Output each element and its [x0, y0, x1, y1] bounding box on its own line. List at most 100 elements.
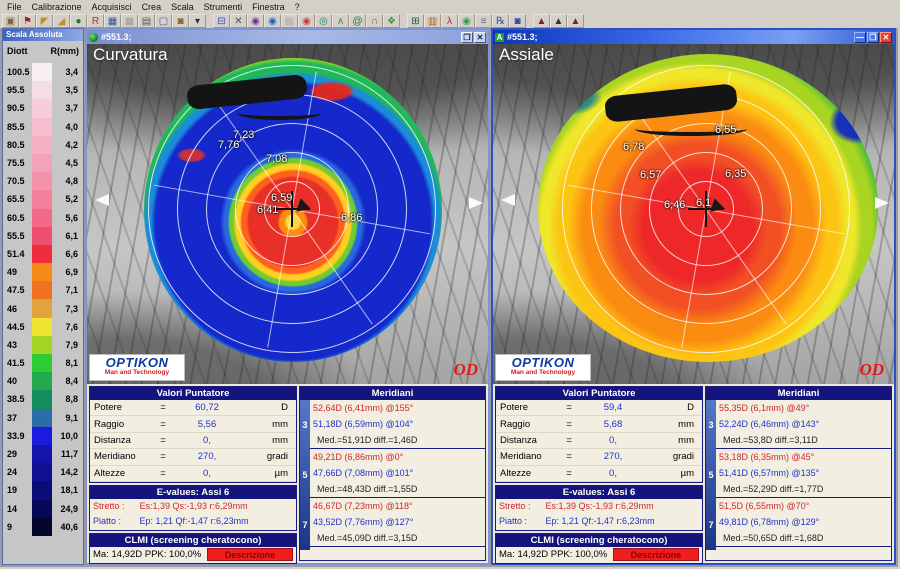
radius-annotation: 6,86: [341, 212, 363, 224]
scala-title-bar[interactable]: Scala Assoluta: [3, 29, 83, 41]
radius-column-header: R(mm): [50, 46, 80, 56]
close-map-icon[interactable]: ✕: [230, 13, 247, 28]
scale-row: 37 9,1: [5, 408, 81, 427]
scale-row: 90.5 3,7: [5, 99, 81, 118]
scale-diopter-value: 65.5: [7, 194, 25, 205]
panel-title: CLMI (screening cheratocono): [90, 533, 296, 547]
scale-diopter-value: 38.5: [7, 394, 25, 405]
menu-item[interactable]: ?: [294, 2, 300, 12]
scale-radius-value: 8,4: [65, 376, 78, 387]
scale-diopter-value: 51.4: [7, 248, 25, 259]
camera-icon[interactable]: ◙: [172, 13, 189, 28]
menu-item[interactable]: File: [7, 2, 22, 12]
tile-windows-icon[interactable]: ⊟: [213, 13, 230, 28]
menu-item[interactable]: Acquisisci: [91, 2, 132, 12]
mires-icon-1[interactable]: ▲: [533, 13, 550, 28]
checker-disabled-icon[interactable]: ▩: [281, 13, 298, 28]
scale-diopter-value: 33.9: [7, 430, 25, 441]
radius-annotation: 7,23: [233, 129, 255, 141]
menu-item[interactable]: Strumenti: [203, 2, 243, 12]
pointer-cross: [291, 191, 293, 227]
panel-title: Meridiani: [300, 387, 485, 400]
table-icon[interactable]: ⊞: [407, 13, 424, 28]
close-button[interactable]: ✕: [880, 31, 892, 43]
scale-radius-value: 24,9: [60, 503, 78, 514]
calibration-tool2-icon[interactable]: ◢: [53, 13, 70, 28]
minimize-button[interactable]: —: [854, 31, 866, 43]
mires-icon-2[interactable]: ▲: [550, 13, 567, 28]
pointer-value-row: Meridiano = 270, gradi: [496, 449, 702, 466]
zone-diameter-label: 3: [708, 420, 714, 430]
scale-diopter-value: 49: [7, 267, 18, 278]
scale-diopter-value: 40: [7, 376, 18, 387]
histogram-icon[interactable]: ▥: [424, 13, 441, 28]
curvatura-window: #551.3; ❒ ✕ Curvatura: [85, 28, 490, 565]
ring-acquire-icon[interactable]: R: [87, 13, 104, 28]
acquire-image-icon[interactable]: ▣: [2, 13, 19, 28]
rx-icon[interactable]: ℞: [492, 13, 509, 28]
red-sphere-icon[interactable]: ◉: [298, 13, 315, 28]
restore-button[interactable]: ❒: [867, 31, 879, 43]
descrizione-button[interactable]: Descrizione: [613, 548, 699, 562]
flat-meridian: 43,52D (7,76mm) @127°: [313, 517, 414, 527]
purple-map-icon[interactable]: ◉: [247, 13, 264, 28]
cluster-icon[interactable]: ❖: [383, 13, 400, 28]
close-button[interactable]: ✕: [474, 31, 486, 43]
steep-meridian: 46,67D (7,23mm) @118°: [313, 501, 413, 511]
calibration-tool-icon[interactable]: ◤: [36, 13, 53, 28]
scale-diopter-value: 44.5: [7, 321, 25, 332]
curvatura-map-canvas[interactable]: Curvatura 7,23 7,7: [87, 44, 488, 384]
scale-row: 29 11,7: [5, 444, 81, 464]
monitor-icon[interactable]: ▢: [155, 13, 172, 28]
radius-annotation: 6,1: [696, 197, 712, 209]
optikon-logo: OPTIKON Man and Technology: [89, 354, 185, 381]
scale-radius-value: 14,2: [60, 467, 78, 478]
radius-annotation: 7,08: [266, 153, 288, 165]
spiral-icon[interactable]: @: [349, 13, 366, 28]
list-icon[interactable]: ≡: [475, 13, 492, 28]
profile-icon[interactable]: λ: [441, 13, 458, 28]
scale-color-swatch: [32, 335, 52, 354]
assiale-title-bar[interactable]: A #551.3; — ❒ ✕: [493, 30, 894, 44]
menu-item[interactable]: Finestra: [252, 2, 285, 12]
target-icon[interactable]: ◎: [315, 13, 332, 28]
assiale-map-canvas[interactable]: Assiale 6,55 6,78: [493, 44, 894, 384]
meridiani-panel: Meridiani 3 5 7: [705, 386, 892, 561]
brand-tagline: Man and Technology: [510, 369, 576, 376]
restore-button[interactable]: ❒: [461, 31, 473, 43]
mires-icon-3[interactable]: ▲: [567, 13, 584, 28]
radius-annotation: 6,55: [715, 124, 737, 136]
panel-title: E-values: Assi 6: [496, 485, 702, 499]
flag-marker-icon[interactable]: ⚑: [19, 13, 36, 28]
brand-name: OPTIKON: [511, 355, 575, 370]
eye-sphere-icon[interactable]: ◉: [264, 13, 281, 28]
descrizione-button[interactable]: Descrizione: [207, 548, 293, 562]
save-disabled-icon[interactable]: ▦: [121, 13, 138, 28]
menu-item[interactable]: Scala: [171, 2, 194, 12]
brand-tagline: Man and Technology: [104, 369, 170, 376]
map-type-label: Assiale: [499, 45, 554, 64]
globe-icon[interactable]: ●: [70, 13, 87, 28]
map-window-icon: [89, 32, 98, 42]
scale-radius-value: 3,4: [65, 67, 78, 78]
keratron-icon[interactable]: ◙: [509, 13, 526, 28]
scale-color-swatch: [32, 390, 52, 409]
scale-radius-value: 8,1: [65, 358, 78, 369]
green-eye-icon[interactable]: ◉: [458, 13, 475, 28]
menu-item[interactable]: Crea: [141, 2, 162, 12]
piatto-row: Piatto : Ep: 1,21 Qf:-1,47 r:6,23mm: [499, 516, 655, 527]
scale-diopter-value: 75.5: [7, 158, 25, 169]
pointer-cross: [705, 191, 707, 227]
curvatura-title-bar[interactable]: #551.3; ❒ ✕: [87, 30, 488, 44]
print-icon[interactable]: ▤: [138, 13, 155, 28]
window-title: #551.3;: [507, 32, 538, 42]
eye-3d-icon[interactable]: ∩: [366, 13, 383, 28]
save-icon[interactable]: ▦: [104, 13, 121, 28]
menu-item[interactable]: Calibrazione: [31, 2, 82, 12]
menu-bar: File Calibrazione Acquisisci Crea Scala …: [0, 0, 900, 13]
scale-color-swatch: [32, 117, 52, 136]
arch-icon[interactable]: ∧: [332, 13, 349, 28]
dropdown-caret-icon[interactable]: ▾: [189, 13, 206, 28]
map-type-label: Curvatura: [93, 45, 168, 64]
